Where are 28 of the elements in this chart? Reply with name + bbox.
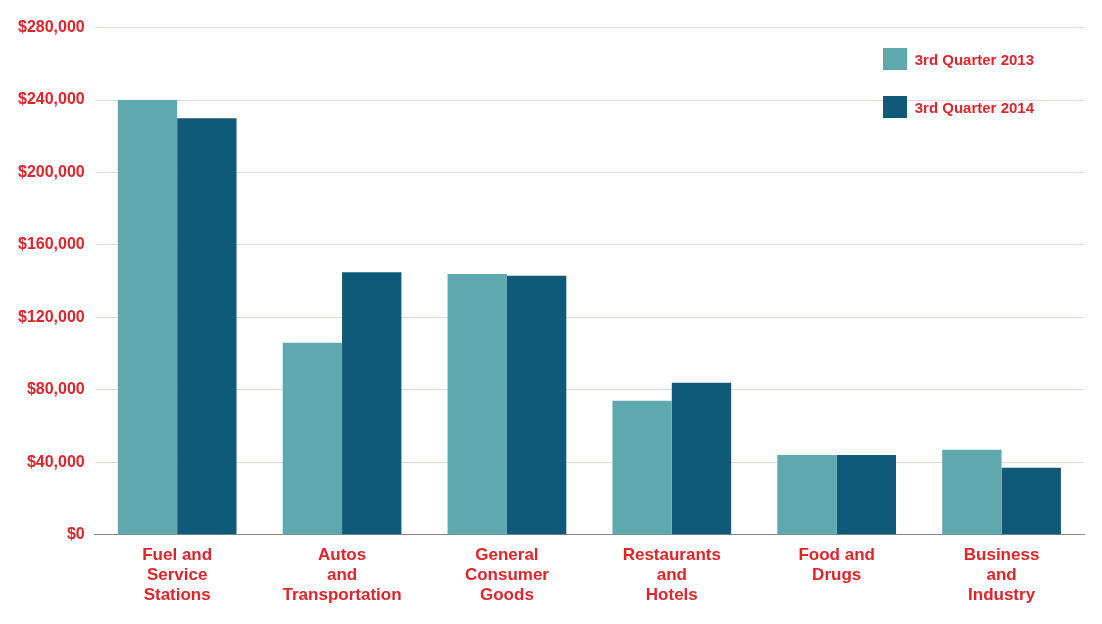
y-tick-label: $40,000 bbox=[26, 452, 85, 470]
bar bbox=[282, 342, 343, 535]
bar bbox=[671, 382, 732, 535]
y-tick-label: $280,000 bbox=[18, 18, 85, 36]
x-tick-label: Business and Industry bbox=[963, 544, 1040, 605]
bar bbox=[1001, 467, 1061, 535]
y-tick-label: $200,000 bbox=[18, 162, 85, 180]
y-tick-label: $0 bbox=[66, 525, 85, 543]
bar bbox=[117, 100, 178, 535]
bar bbox=[506, 275, 567, 535]
y-tick-label: $160,000 bbox=[18, 235, 85, 253]
bar bbox=[836, 455, 897, 535]
y-tick-label: $120,000 bbox=[18, 307, 85, 325]
bar bbox=[777, 455, 837, 535]
legend-label: 3rd Quarter 2013 bbox=[914, 50, 1034, 68]
legend-label: 3rd Quarter 2014 bbox=[914, 98, 1034, 116]
x-tick-label: Autos and Transportation bbox=[282, 544, 402, 605]
x-tick-label: General Consumer Goods bbox=[464, 544, 550, 605]
bar bbox=[177, 118, 237, 535]
bar bbox=[612, 400, 672, 535]
bar bbox=[342, 272, 402, 535]
bar bbox=[447, 273, 507, 535]
y-tick-label: $240,000 bbox=[18, 90, 85, 108]
bar bbox=[942, 449, 1002, 535]
x-tick-label: Fuel and Service Stations bbox=[142, 544, 213, 605]
x-tick-label: Restaurants and Hotels bbox=[622, 544, 721, 605]
y-tick-label: $80,000 bbox=[26, 380, 85, 398]
x-tick-label: Food and Drugs bbox=[798, 544, 875, 585]
